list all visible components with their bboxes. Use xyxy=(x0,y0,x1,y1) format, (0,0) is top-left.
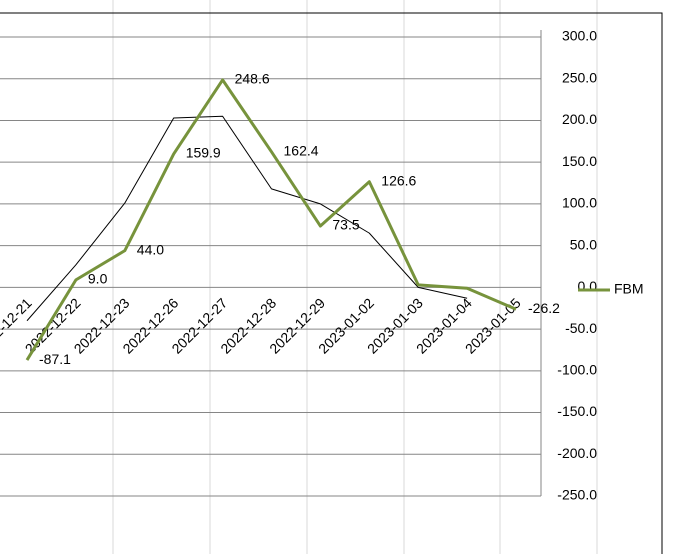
data-label: 162.4 xyxy=(284,143,319,159)
y-tick-label: 200.0 xyxy=(562,111,597,127)
y-tick-label: 0.0 xyxy=(578,278,598,294)
y-tick-label: 150.0 xyxy=(562,153,597,169)
y-tick-label: -150.0 xyxy=(557,403,597,419)
data-label: 159.9 xyxy=(186,145,221,161)
series-line xyxy=(25,78,517,361)
data-label: -87.1 xyxy=(39,351,71,367)
y-tick-label: -200.0 xyxy=(557,445,597,461)
y-tick-label: 50.0 xyxy=(570,236,597,252)
data-label: 73.5 xyxy=(332,217,359,233)
y-tick-label: -50.0 xyxy=(565,320,597,336)
data-label: 9.0 xyxy=(88,271,108,287)
data-label: 44.0 xyxy=(137,241,164,257)
y-tick-label: 300.0 xyxy=(562,28,597,44)
y-tick-label: 100.0 xyxy=(562,195,597,211)
data-label: -26.2 xyxy=(528,300,560,316)
y-tick-label: -100.0 xyxy=(557,362,597,378)
chart-frame xyxy=(0,12,663,554)
sheet-grid xyxy=(112,0,598,554)
legend-label: FBM xyxy=(614,281,644,297)
y-tick-label: -250.0 xyxy=(557,487,597,503)
y-tick-label: 250.0 xyxy=(562,69,597,85)
series-line xyxy=(26,115,468,322)
data-label: 126.6 xyxy=(381,172,416,188)
data-label: 248.6 xyxy=(235,71,270,87)
